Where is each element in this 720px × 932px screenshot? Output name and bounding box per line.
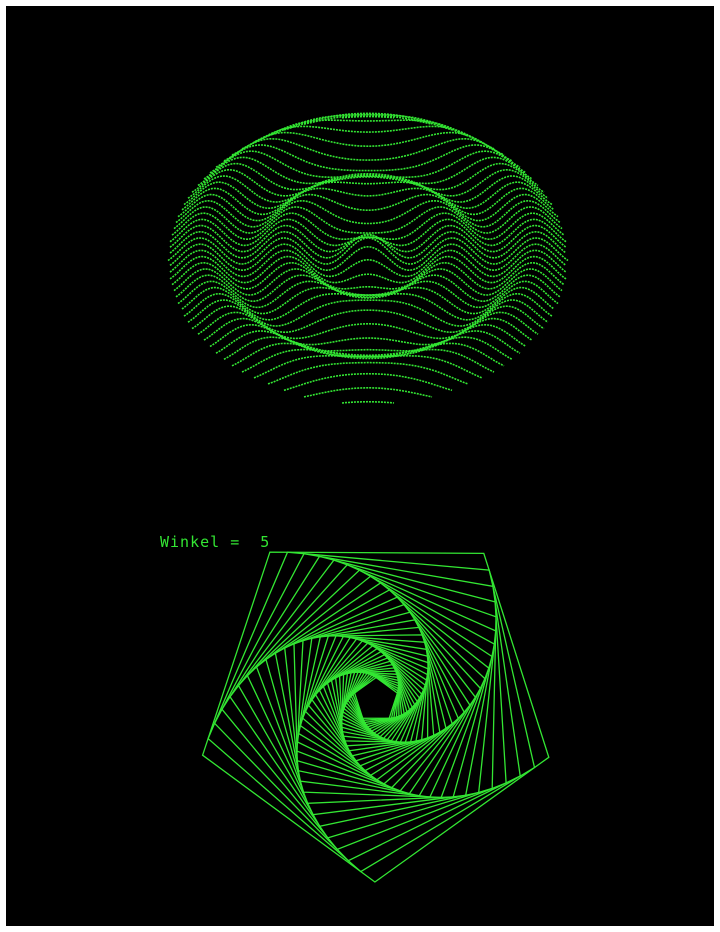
spiral-pentagon: [237, 564, 497, 828]
surface-line: [241, 348, 495, 373]
surface-line: [175, 199, 561, 228]
surface-line: [191, 305, 545, 334]
surface-line: [197, 162, 539, 191]
surface-line: [231, 131, 505, 156]
surface-line: [209, 323, 527, 352]
angle-label: Winkel = 5: [160, 533, 271, 551]
pentagon-spiral: [201, 551, 550, 883]
spiral-pentagon: [296, 611, 471, 792]
display-screen: Winkel = 5: [6, 6, 714, 926]
surface-line: [181, 187, 555, 216]
surface-line: [267, 113, 469, 137]
spiral-pentagon: [255, 575, 493, 804]
spiral-pentagon: [207, 551, 536, 873]
surface-line: [191, 169, 545, 197]
spiral-pentagon: [284, 596, 482, 797]
surface-line: [203, 317, 533, 346]
surface-line: [183, 181, 553, 209]
surface-line: [341, 400, 395, 404]
surface-line: [223, 138, 513, 162]
surface-line: [253, 119, 483, 144]
surface-line: [169, 218, 567, 247]
surface-line: [215, 330, 521, 358]
spiral-pentagon: [201, 551, 550, 883]
surface-line: [167, 237, 569, 265]
spiral-pentagon: [221, 555, 507, 851]
spiral-pentagon: [274, 589, 486, 798]
spiral-pentagon: [213, 552, 521, 862]
surface-line: [173, 206, 563, 234]
surface-line: [169, 255, 567, 284]
surface-line: [169, 249, 567, 278]
wave-surface-plot: [167, 112, 569, 404]
surface-line: [187, 299, 549, 327]
surface-line: [303, 386, 433, 398]
surface-line: [215, 144, 521, 172]
spiral-pentagon: [296, 619, 465, 789]
surface-line: [183, 292, 553, 321]
spiral-pentagon: [297, 626, 460, 785]
surface-line: [283, 372, 453, 392]
surface-line: [267, 361, 469, 385]
surface-line: [241, 125, 495, 150]
spiral-pentagon: [229, 559, 497, 839]
surface-line: [197, 311, 539, 340]
spiral-pentagon: [265, 582, 490, 799]
surface-line: [169, 230, 567, 259]
surface-line: [253, 354, 483, 379]
surface-line: [203, 156, 533, 185]
spiral-pentagon: [293, 603, 477, 795]
surface-line: [341, 115, 395, 119]
surface-line: [187, 175, 549, 203]
spiral-pentagon: [246, 569, 496, 816]
surface-line: [173, 268, 563, 296]
surface-line: [175, 274, 561, 303]
graphics-canvas: [167, 112, 569, 883]
surface-line: [169, 243, 567, 272]
spiral-pentagon: [353, 676, 399, 719]
spiral-pentagon: [299, 634, 453, 781]
